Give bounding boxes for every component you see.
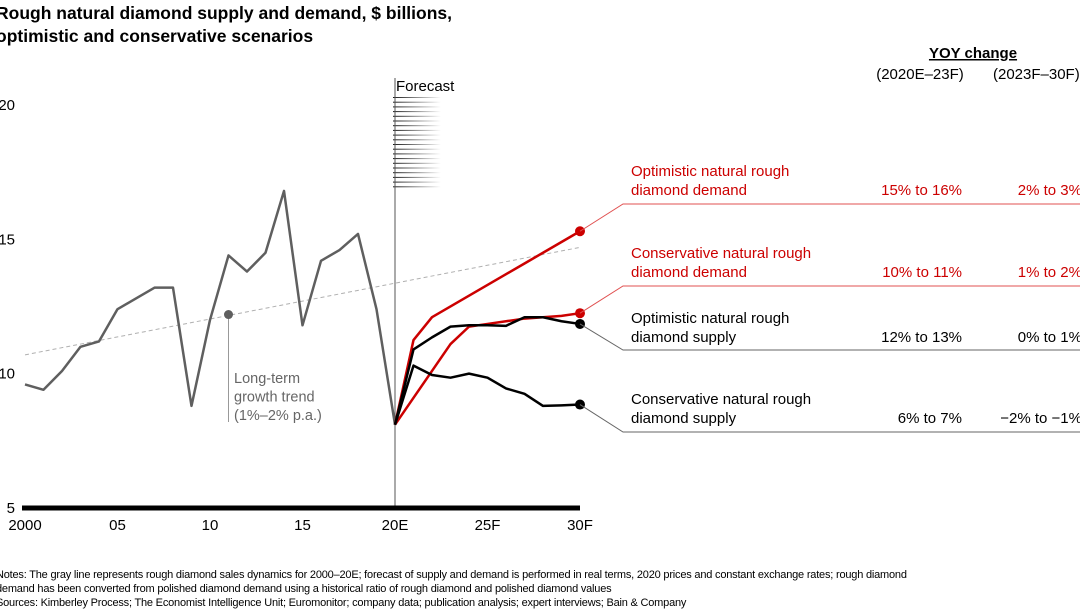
- yoy-2020-23: 12% to 13%: [881, 329, 962, 346]
- legend-leader: [579, 285, 1080, 314]
- yoy-col2-header: (2023F–30F): [993, 66, 1080, 83]
- series-label: diamond demand: [631, 264, 747, 281]
- trend-marker: [224, 310, 233, 320]
- yoy-2023-30: −2% to −1%: [1000, 410, 1080, 427]
- trend: Long-term growth trend (1%–2% p.a.): [24, 246, 581, 424]
- hatch-line: [393, 158, 441, 160]
- series-line: [393, 315, 581, 426]
- x-tick-label: 2000: [8, 517, 41, 534]
- axes: 2000 05 10 15 20E 25F 30F 20 15 10 5: [0, 78, 593, 534]
- series-label: diamond demand: [631, 182, 747, 199]
- x-tick-label: 05: [109, 517, 126, 534]
- hatch-line: [393, 153, 441, 155]
- x-tick-label: 15: [294, 517, 311, 534]
- x-tick-label: 20E: [382, 517, 409, 534]
- trend-annotation: (1%–2% p.a.): [234, 408, 322, 424]
- x-tick-label: 25F: [475, 517, 501, 534]
- series-label: Optimistic natural rough: [631, 310, 789, 327]
- yoy-2023-30: 0% to 1%: [1018, 329, 1080, 346]
- title-line-2: optimistic and conservative scenarios: [0, 26, 314, 46]
- legend-leader: [579, 323, 1080, 351]
- trend-line: [24, 246, 581, 356]
- yoy-header: YOY change: [929, 45, 1017, 62]
- legend-leader: [579, 203, 1080, 232]
- sources-line: Sources: Kimberley Process; The Economis…: [0, 597, 687, 609]
- hatch-line: [393, 101, 441, 103]
- title-line-1: Rough natural diamond supply and demand,…: [0, 3, 452, 23]
- series-label: diamond supply: [631, 329, 737, 346]
- hatch-line: [393, 167, 441, 169]
- series-line: [393, 230, 581, 425]
- series-label: Conservative natural rough: [631, 391, 811, 408]
- notes: Notes: The gray line represents rough di…: [0, 568, 907, 610]
- historical-line: [24, 189, 397, 425]
- yoy-col1-header: (2020E–23F): [876, 66, 964, 83]
- forecast-hatching: [393, 97, 441, 188]
- series-label: Conservative natural rough: [631, 245, 811, 262]
- legend-leader: [579, 404, 1080, 433]
- yoy-2020-23: 10% to 11%: [882, 264, 962, 281]
- forecast-label: Forecast: [396, 78, 455, 95]
- yoy-2023-30: 2% to 3%: [1018, 182, 1080, 199]
- hatch-line: [393, 148, 441, 150]
- y-tick-label: 5: [7, 500, 15, 517]
- yoy-2023-30: 1% to 2%: [1018, 264, 1080, 281]
- hatch-line: [393, 162, 441, 164]
- y-tick-label: 20: [0, 97, 15, 114]
- series-line: [393, 364, 581, 426]
- chart-title: Rough natural diamond supply and demand,…: [0, 2, 452, 48]
- hatch-line: [393, 97, 441, 98]
- hatch-line: [393, 125, 441, 127]
- note-line-2: demand has been converted from polished …: [0, 583, 612, 595]
- x-tick-label: 30F: [567, 517, 593, 534]
- trend-annotation: growth trend: [234, 390, 315, 406]
- hatch-line: [393, 139, 441, 141]
- series-label: Optimistic natural rough: [631, 163, 789, 180]
- hatch-line: [393, 129, 441, 131]
- hatch-line: [393, 172, 441, 174]
- hatch-line: [393, 134, 441, 136]
- yoy-2020-23: 6% to 7%: [898, 410, 962, 427]
- hatch-line: [393, 181, 441, 183]
- hatch-line: [393, 106, 441, 108]
- hatch-line: [393, 115, 441, 117]
- yoy-2020-23: 15% to 16%: [881, 182, 962, 199]
- hatch-line: [393, 120, 441, 122]
- hatch-line: [393, 186, 441, 188]
- hatch-line: [393, 111, 441, 113]
- legend: Optimistic natural rough diamond demand 15…: [579, 163, 1080, 433]
- x-tick-label: 10: [202, 517, 219, 534]
- series-label: diamond supply: [631, 410, 737, 427]
- trend-annotation: Long-term: [234, 371, 300, 387]
- y-tick-label: 10: [0, 366, 15, 383]
- series-line: [393, 311, 581, 426]
- note-line-1: Notes: The gray line represents rough di…: [0, 569, 907, 581]
- hatch-line: [393, 176, 441, 178]
- y-tick-label: 15: [0, 231, 15, 248]
- hatch-line: [393, 144, 441, 145]
